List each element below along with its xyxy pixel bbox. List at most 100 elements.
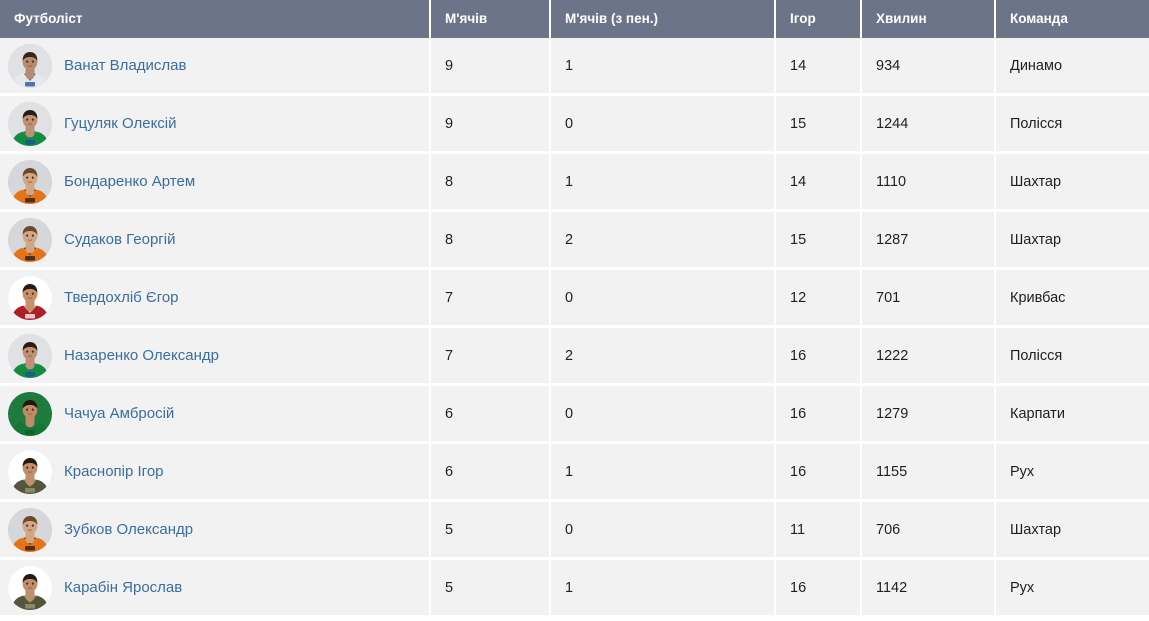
penalty-goals-cell: 0 bbox=[551, 96, 776, 154]
player-avatar[interactable] bbox=[8, 507, 52, 552]
penalty-goals-cell: 0 bbox=[551, 502, 776, 560]
player-avatar[interactable] bbox=[8, 333, 52, 378]
goals-cell: 7 bbox=[431, 328, 551, 386]
player-cell: Назаренко Олександр bbox=[0, 328, 431, 386]
player-name-link[interactable]: Карабін Ярослав bbox=[64, 579, 183, 596]
table-row: Ванат Владислав 9 1 14 934 Динамо bbox=[0, 38, 1149, 96]
player-name-link[interactable]: Краснопір Ігор bbox=[64, 463, 164, 480]
table-row: Судаков Георгій 8 2 15 1287 Шахтар bbox=[0, 212, 1149, 270]
goals-cell: 8 bbox=[431, 154, 551, 212]
minutes-cell: 701 bbox=[862, 270, 996, 328]
player-avatar[interactable] bbox=[8, 43, 52, 88]
player-avatar[interactable] bbox=[8, 159, 52, 204]
column-header-matches[interactable]: Ігор bbox=[776, 0, 862, 38]
matches-cell: 16 bbox=[776, 444, 862, 502]
team-cell: Рух bbox=[996, 560, 1149, 618]
team-cell: Кривбас bbox=[996, 270, 1149, 328]
penalty-goals-cell: 1 bbox=[551, 560, 776, 618]
matches-cell: 16 bbox=[776, 560, 862, 618]
matches-cell: 14 bbox=[776, 38, 862, 96]
table-row: Бондаренко Артем 8 1 14 1110 Шахтар bbox=[0, 154, 1149, 212]
player-cell: Твердохліб Єгор bbox=[0, 270, 431, 328]
column-header-team[interactable]: Команда bbox=[996, 0, 1149, 38]
goals-cell: 6 bbox=[431, 386, 551, 444]
player-name-link[interactable]: Гуцуляк Олексій bbox=[64, 115, 177, 132]
team-cell: Шахтар bbox=[996, 212, 1149, 270]
player-avatar[interactable] bbox=[8, 275, 52, 320]
minutes-cell: 1287 bbox=[862, 212, 996, 270]
player-name-link[interactable]: Судаков Георгій bbox=[64, 231, 176, 248]
player-name-link[interactable]: Зубков Олександр bbox=[64, 521, 194, 538]
table-body: Ванат Владислав 9 1 14 934 Динамо Гуцуляк Оле… bbox=[0, 38, 1149, 618]
table-header: Футболіст М'ячів М'ячів (з пен.) Ігор Хвилин… bbox=[0, 0, 1149, 38]
player-cell: Краснопір Ігор bbox=[0, 444, 431, 502]
minutes-cell: 1110 bbox=[862, 154, 996, 212]
player-cell: Бондаренко Артем bbox=[0, 154, 431, 212]
player-cell: Зубков Олександр bbox=[0, 502, 431, 560]
table-row: Назаренко Олександр 7 2 16 1222 Полісся bbox=[0, 328, 1149, 386]
penalty-goals-cell: 1 bbox=[551, 444, 776, 502]
player-cell: Карабін Ярослав bbox=[0, 560, 431, 618]
player-cell: Чачуа Амбросій bbox=[0, 386, 431, 444]
goals-cell: 7 bbox=[431, 270, 551, 328]
matches-cell: 12 bbox=[776, 270, 862, 328]
team-cell: Полісся bbox=[996, 328, 1149, 386]
matches-cell: 16 bbox=[776, 328, 862, 386]
table-row: Гуцуляк Олексій 9 0 15 1244 Полісся bbox=[0, 96, 1149, 154]
player-name-link[interactable]: Твердохліб Єгор bbox=[64, 289, 179, 306]
table-row: Зубков Олександр 5 0 11 706 Шахтар bbox=[0, 502, 1149, 560]
matches-cell: 15 bbox=[776, 96, 862, 154]
table-row: Карабін Ярослав 5 1 16 1142 Рух bbox=[0, 560, 1149, 618]
team-cell: Шахтар bbox=[996, 154, 1149, 212]
column-header-goals[interactable]: М'ячів bbox=[431, 0, 551, 38]
matches-cell: 16 bbox=[776, 386, 862, 444]
player-name-link[interactable]: Назаренко Олександр bbox=[64, 347, 219, 364]
header-row: Футболіст М'ячів М'ячів (з пен.) Ігор Хвилин… bbox=[0, 0, 1149, 38]
penalty-goals-cell: 1 bbox=[551, 154, 776, 212]
penalty-goals-cell: 1 bbox=[551, 38, 776, 96]
table-row: Краснопір Ігор 6 1 16 1155 Рух bbox=[0, 444, 1149, 502]
player-cell: Гуцуляк Олексій bbox=[0, 96, 431, 154]
player-name-link[interactable]: Чачуа Амбросій bbox=[64, 405, 175, 422]
goals-cell: 5 bbox=[431, 502, 551, 560]
team-cell: Карпати bbox=[996, 386, 1149, 444]
team-cell: Динамо bbox=[996, 38, 1149, 96]
player-cell: Ванат Владислав bbox=[0, 38, 431, 96]
player-name-link[interactable]: Бондаренко Артем bbox=[64, 173, 196, 190]
goals-cell: 8 bbox=[431, 212, 551, 270]
player-avatar[interactable] bbox=[8, 217, 52, 262]
penalty-goals-cell: 2 bbox=[551, 328, 776, 386]
minutes-cell: 1244 bbox=[862, 96, 996, 154]
penalty-goals-cell: 0 bbox=[551, 270, 776, 328]
column-header-minutes[interactable]: Хвилин bbox=[862, 0, 996, 38]
table-row: Твердохліб Єгор 7 0 12 701 Кривбас bbox=[0, 270, 1149, 328]
player-avatar[interactable] bbox=[8, 565, 52, 610]
penalty-goals-cell: 2 bbox=[551, 212, 776, 270]
team-cell: Шахтар bbox=[996, 502, 1149, 560]
matches-cell: 14 bbox=[776, 154, 862, 212]
team-cell: Полісся bbox=[996, 96, 1149, 154]
player-avatar[interactable] bbox=[8, 101, 52, 146]
matches-cell: 15 bbox=[776, 212, 862, 270]
player-avatar[interactable] bbox=[8, 391, 52, 436]
goals-cell: 6 bbox=[431, 444, 551, 502]
matches-cell: 11 bbox=[776, 502, 862, 560]
table-row: Чачуа Амбросій 6 0 16 1279 Карпати bbox=[0, 386, 1149, 444]
minutes-cell: 1279 bbox=[862, 386, 996, 444]
minutes-cell: 934 bbox=[862, 38, 996, 96]
minutes-cell: 706 bbox=[862, 502, 996, 560]
penalty-goals-cell: 0 bbox=[551, 386, 776, 444]
column-header-player[interactable]: Футболіст bbox=[0, 0, 431, 38]
goals-cell: 9 bbox=[431, 96, 551, 154]
player-avatar[interactable] bbox=[8, 449, 52, 494]
minutes-cell: 1142 bbox=[862, 560, 996, 618]
column-header-penalty[interactable]: М'ячів (з пен.) bbox=[551, 0, 776, 38]
player-cell: Судаков Георгій bbox=[0, 212, 431, 270]
team-cell: Рух bbox=[996, 444, 1149, 502]
goals-cell: 9 bbox=[431, 38, 551, 96]
player-name-link[interactable]: Ванат Владислав bbox=[64, 57, 187, 74]
goals-cell: 5 bbox=[431, 560, 551, 618]
minutes-cell: 1222 bbox=[862, 328, 996, 386]
minutes-cell: 1155 bbox=[862, 444, 996, 502]
